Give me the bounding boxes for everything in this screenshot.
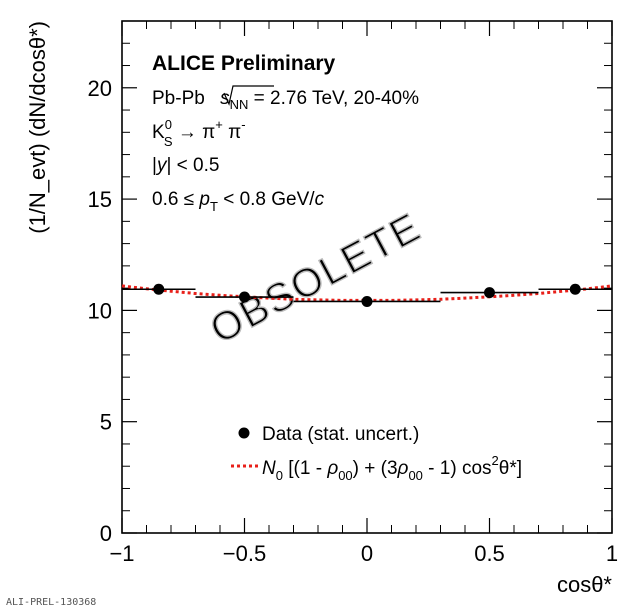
fit-curve	[121, 284, 613, 302]
figure-id: ALI-PREL-130368	[6, 597, 97, 608]
legend-data-label: Data (stat. uncert.)	[262, 424, 419, 445]
y-axis-title: (1/N_evt) (dN/dcosθ*)	[25, 21, 50, 234]
x-axis-title: cosθ*	[557, 572, 612, 597]
y-tick-label: 10	[88, 298, 112, 323]
pt-range-label: 0.6 ≤ pT < 0.8 GeV/c	[152, 189, 325, 214]
data-point	[484, 287, 495, 299]
sqrt-sign	[223, 85, 274, 106]
x-tick-label: −0.5	[223, 541, 266, 566]
y-tick-label: 5	[100, 410, 112, 435]
experiment-label: ALICE Preliminary	[152, 52, 336, 75]
collision-system-label: Pb-Pb sNN = 2.76 TeV, 20-40%	[152, 88, 419, 112]
y-tick-label: 20	[88, 76, 112, 101]
rapidity-label: |y| < 0.5	[152, 155, 219, 176]
data-point	[569, 283, 581, 295]
axis-ticks	[121, 20, 613, 534]
x-tick-label: 0.5	[474, 541, 505, 566]
x-tick-label: 1	[606, 541, 618, 566]
data-point	[153, 283, 165, 295]
x-tick-label: −1	[109, 541, 134, 566]
legend-fit-label: N0 [(1 - ρ00) + (3ρ00 - 1) cos2θ*]	[262, 453, 522, 483]
data-point	[239, 291, 250, 303]
data-point	[361, 295, 373, 307]
legend-data-marker	[238, 427, 250, 439]
data-points	[122, 283, 612, 307]
obsolete-watermark: OBSOLETE	[203, 205, 428, 353]
x-tick-label: 0	[361, 541, 373, 566]
y-tick-label: 15	[88, 187, 112, 212]
y-tick-label: 0	[100, 521, 112, 546]
decay-channel-label: K0 S → π+ π-	[152, 117, 246, 149]
